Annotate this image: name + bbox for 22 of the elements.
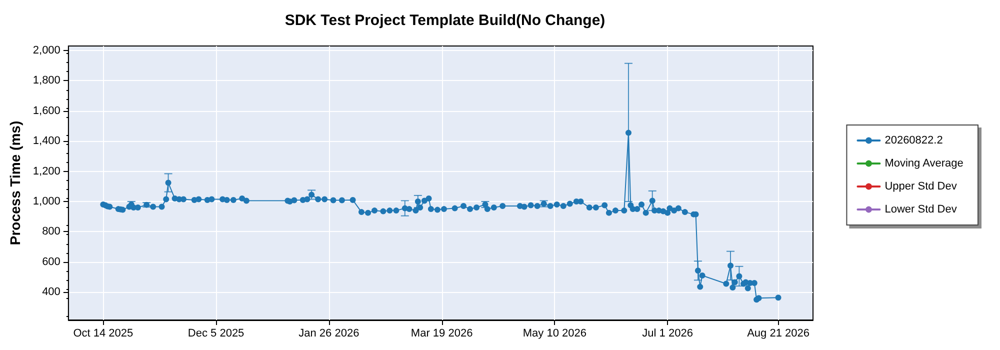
x-tick-label: Oct 14 2025 bbox=[73, 328, 134, 340]
x-tick-label: Jul 1 2026 bbox=[642, 328, 693, 340]
x-tick-label: Mar 19 2026 bbox=[410, 328, 473, 340]
legend-label: 20260822.2 bbox=[884, 134, 943, 146]
legend-label: Lower Std Dev bbox=[884, 204, 958, 216]
y-tick-label: 1,200 bbox=[32, 165, 60, 178]
x-tick-label: Jan 26 2026 bbox=[298, 328, 360, 340]
y-tick-label: 800 bbox=[42, 226, 60, 238]
y-tick-label: 600 bbox=[42, 256, 60, 268]
y-tick-label: 1,000 bbox=[32, 195, 60, 208]
y-tick-label: 1,600 bbox=[32, 104, 60, 117]
y-tick-label: 2,000 bbox=[32, 44, 60, 57]
chart-title: SDK Test Project Template Build(No Change) bbox=[284, 12, 606, 29]
y-tick-label: 1,400 bbox=[32, 135, 60, 148]
x-tick-label: Dec 5 2025 bbox=[188, 328, 244, 340]
y-tick-label: 1,800 bbox=[32, 74, 60, 87]
x-tick-label: May 10 2026 bbox=[522, 328, 586, 340]
y-axis-title: Process Time (ms) bbox=[7, 120, 23, 246]
legend-label: Moving Average bbox=[884, 158, 964, 170]
y-tick-label: 400 bbox=[42, 286, 60, 298]
legend-label: Upper Std Dev bbox=[884, 180, 958, 192]
x-tick-label: Aug 21 2026 bbox=[747, 328, 810, 340]
